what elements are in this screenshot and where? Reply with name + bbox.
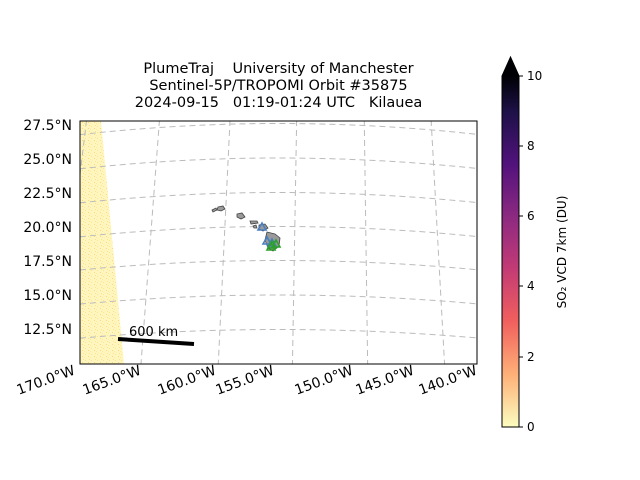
- gridline-lat-22-5: [80, 192, 477, 204]
- lat-label-22-5: 22.5°N: [23, 186, 72, 202]
- colorbar-tick-10: 10: [527, 69, 542, 83]
- colorbar-label: SO₂ VCD 7km (DU): [555, 196, 569, 309]
- island-molokai: [249, 220, 259, 225]
- gridline-lon-145: [430, 121, 446, 364]
- lat-label-25-0: 25.0°N: [23, 152, 72, 168]
- lon-label-145: 145.0°W: [354, 363, 417, 399]
- title-line-1: PlumeTraj University of Manchester: [143, 61, 414, 77]
- volcano-marker-kilauea-2: [265, 241, 277, 251]
- gridline-lat-20-0: [80, 226, 477, 238]
- colorbar-tick-8: 8: [527, 139, 535, 153]
- gridline-lon-150: [363, 121, 369, 364]
- volcano-marker-haleakala: [256, 221, 268, 231]
- lat-label-12-5: 12.5°N: [23, 322, 72, 338]
- lat-label-27-5: 27.5°N: [23, 118, 72, 134]
- island-lanai: [252, 224, 258, 229]
- lon-label-165: 165.0°W: [81, 363, 144, 399]
- gridline-lat-17-5: [80, 260, 477, 271]
- map-frame: [79, 120, 478, 365]
- colorbar-tick-6: 6: [527, 209, 535, 223]
- lat-label-17-5: 17.5°N: [23, 254, 72, 270]
- colorbar: 0 2 4 6 8 10 SO₂ VCD 7km (DU): [501, 55, 569, 434]
- island-oahu: [236, 212, 246, 220]
- scale-bar: [117, 337, 195, 346]
- volcano-marker-kilauea: [270, 238, 282, 248]
- volcano-marker-hualalai: [261, 235, 273, 245]
- gridline-lat-25-0: [80, 157, 477, 170]
- colorbar-frame: [501, 55, 520, 428]
- gridline-lat-27-5: [80, 123, 477, 136]
- colorbar-tick-2: 2: [527, 350, 535, 364]
- scale-bar-label: 600 km: [129, 325, 178, 340]
- lon-label-170: 170.0°W: [15, 363, 78, 399]
- colorbar-tick-0: 0: [527, 420, 535, 434]
- lon-label-150: 150.0°W: [293, 363, 356, 399]
- lon-label-160: 160.0°W: [156, 363, 219, 399]
- gridline-lat-15-0: [80, 294, 477, 305]
- island-kauai: [216, 205, 226, 212]
- title-line-2: Sentinel-5P/TROPOMI Orbit #35875: [149, 78, 408, 94]
- colorbar-gradient: [502, 76, 519, 427]
- lon-label-155: 155.0°W: [214, 363, 277, 399]
- lon-label-140: 140.0°W: [417, 363, 480, 399]
- title-line-3: 2024-09-15 01:19-01:24 UTC Kilauea: [134, 95, 423, 111]
- lat-label-15-0: 15.0°N: [23, 288, 72, 304]
- gridline-lon-155: [291, 121, 298, 364]
- colorbar-tick-4: 4: [527, 279, 535, 293]
- colorbar-extend-arrow: [502, 57, 519, 76]
- gridline-lon-160: [217, 121, 231, 364]
- lat-label-20-0: 20.0°N: [23, 220, 72, 236]
